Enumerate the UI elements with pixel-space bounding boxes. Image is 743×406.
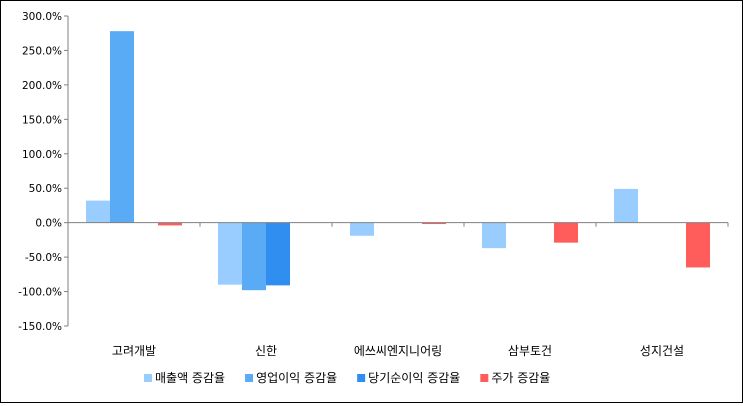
legend-label: 매출액 증감율 (155, 371, 225, 385)
bar-1-5 (614, 188, 638, 223)
y-tick-label: 100.0% (22, 149, 62, 161)
x-category-label: 에쓰씨엔지니어링 (354, 344, 442, 358)
y-tick-label: 150.0% (22, 114, 62, 126)
legend-swatch (144, 374, 152, 382)
bar-2-1 (110, 31, 134, 223)
legend-label: 주가 증감율 (491, 371, 550, 385)
bar-1-4 (482, 222, 506, 249)
y-tick-label: -150.0% (18, 321, 62, 333)
bar-4-5 (686, 222, 710, 268)
y-tick-label: 0.0% (35, 218, 62, 230)
bar-2-2 (242, 222, 266, 291)
x-category-label: 삼부토건 (508, 344, 552, 358)
x-category-label: 고려개발 (112, 344, 156, 358)
legend-swatch (245, 374, 254, 382)
bar-4-4 (554, 222, 578, 243)
bars-layer (86, 31, 710, 291)
x-category-label: 성지건설 (640, 344, 684, 358)
bar-4-1 (158, 222, 182, 226)
bar-1-1 (86, 200, 110, 223)
legend-label: 영업이익 증감율 (256, 371, 337, 385)
y-tick-label: 50.0% (29, 183, 62, 195)
bar-3-2 (266, 222, 290, 286)
legend-swatch (480, 374, 489, 382)
legend: 매출액 증감율 영업이익 증감율 당기순이익 증감율 주가 증감율 (144, 371, 550, 385)
y-tick-label: -100.0% (18, 287, 62, 299)
bar-1-3 (350, 222, 374, 236)
x-category-label: 신한 (255, 344, 277, 358)
y-tick-label: -50.0% (25, 252, 62, 264)
y-tick-label: 250.0% (22, 45, 62, 57)
y-tick-label: 300.0% (22, 11, 62, 23)
legend-label: 당기순이익 증감율 (368, 371, 460, 385)
bar-1-2 (218, 222, 242, 285)
legend-swatch (357, 374, 366, 382)
bar-4-3 (422, 222, 446, 225)
y-tick-label: 200.0% (22, 80, 62, 92)
axes-layer: 300.0% 250.0% 200.0% 150.0% 100.0% 50.0% 0.0% -… (18, 11, 729, 358)
